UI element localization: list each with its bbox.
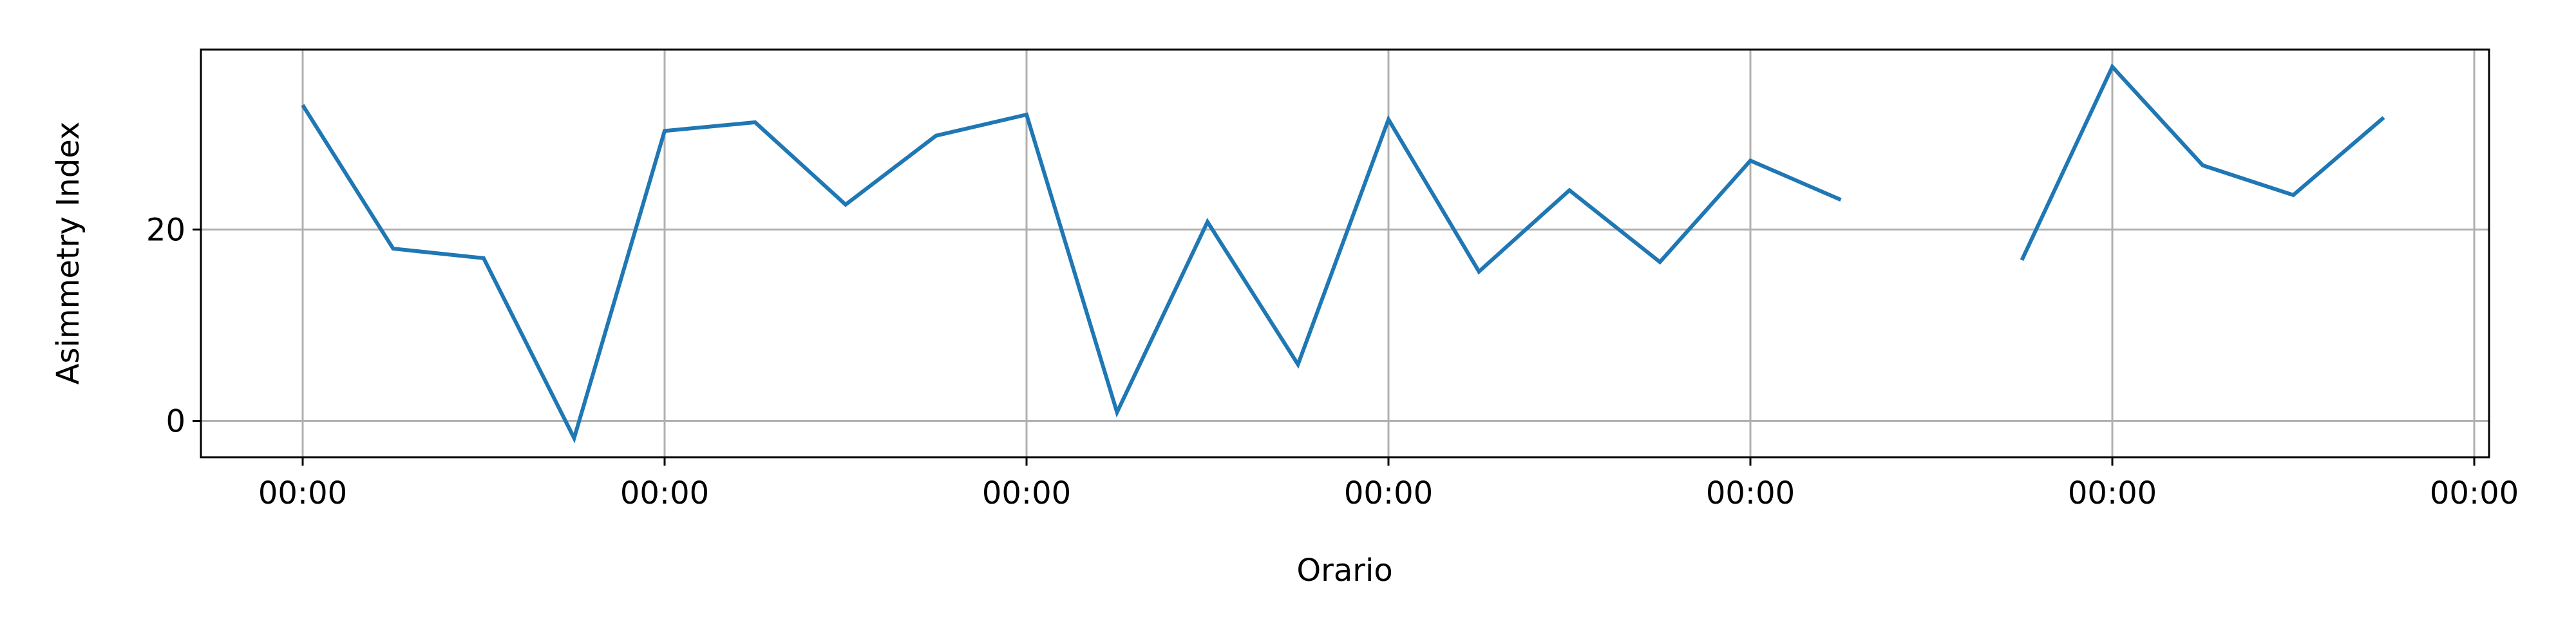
y-tick-label: 20 (146, 212, 185, 248)
x-tick-label: 00:00 (620, 475, 709, 511)
x-tick-label: 00:00 (2430, 475, 2519, 511)
tick-layer: 00:00 00:00 00:00 00:00 00:00 00:00 00:00 0 20 (146, 212, 2519, 511)
x-tick-label: 00:00 (1706, 475, 1795, 511)
x-tick-label: 00:00 (258, 475, 347, 511)
series-line-segment (301, 104, 1842, 444)
x-tick-label: 00:00 (2068, 475, 2157, 511)
x-tick-label: 00:00 (982, 475, 1071, 511)
series-line-segment (2020, 63, 2385, 261)
series-layer (301, 63, 2385, 444)
grid-layer (201, 50, 2489, 457)
x-tick-label: 00:00 (1344, 475, 1433, 511)
plot-frame (200, 48, 2490, 459)
x-axis-label: Orario (1296, 553, 1392, 589)
y-axis-label: Asimmetry Index (50, 122, 86, 385)
y-tick-label: 0 (166, 404, 185, 440)
